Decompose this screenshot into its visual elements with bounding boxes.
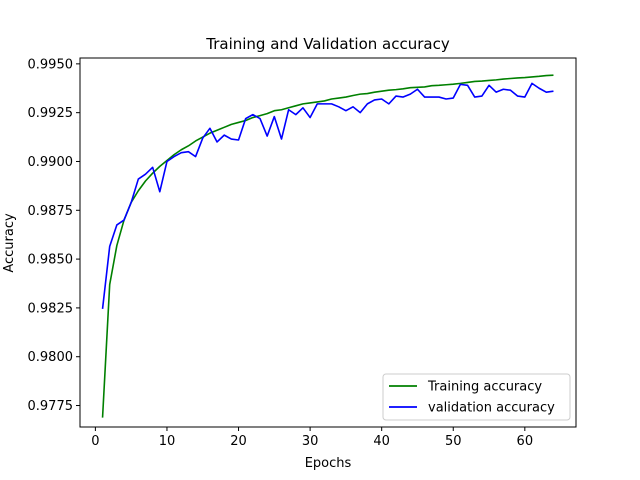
x-tick-label: 10 xyxy=(159,434,176,449)
y-tick-label: 0.9825 xyxy=(28,301,74,316)
y-axis-title: Accuracy xyxy=(2,213,17,273)
x-tick-label: 30 xyxy=(302,434,319,449)
y-tick-label: 0.9800 xyxy=(28,350,74,365)
legend-box xyxy=(382,373,571,421)
x-axis-title: Epochs xyxy=(305,456,352,471)
y-tick-label: 0.9850 xyxy=(28,253,74,268)
y-tick-label: 0.9775 xyxy=(28,399,74,414)
series-line-validation xyxy=(101,82,554,309)
x-tick-label: 60 xyxy=(517,434,534,449)
y-tick-label: 0.9900 xyxy=(28,155,74,170)
y-tick-label: 0.9950 xyxy=(28,57,74,72)
legend-label-validation: validation accuracy xyxy=(428,401,555,416)
axes-frame xyxy=(79,57,577,428)
legend: Training accuracy validation accuracy xyxy=(382,373,571,421)
legend-label-training: Training accuracy xyxy=(427,380,542,395)
y-tick-label: 0.9875 xyxy=(28,204,74,219)
x-tick-label: 50 xyxy=(445,434,462,449)
chart-title: Training and Validation accuracy xyxy=(205,35,450,53)
x-tick-label: 0 xyxy=(91,434,99,449)
y-tick-label: 0.9925 xyxy=(28,106,74,121)
x-tick-label: 20 xyxy=(230,434,247,449)
series-line-training xyxy=(101,74,554,418)
plot-area: 0 10 20 30 40 50 60 0.9775 0.9800 0.9825 0.9850 0.9… xyxy=(28,57,577,449)
x-tick-label: 40 xyxy=(373,434,390,449)
